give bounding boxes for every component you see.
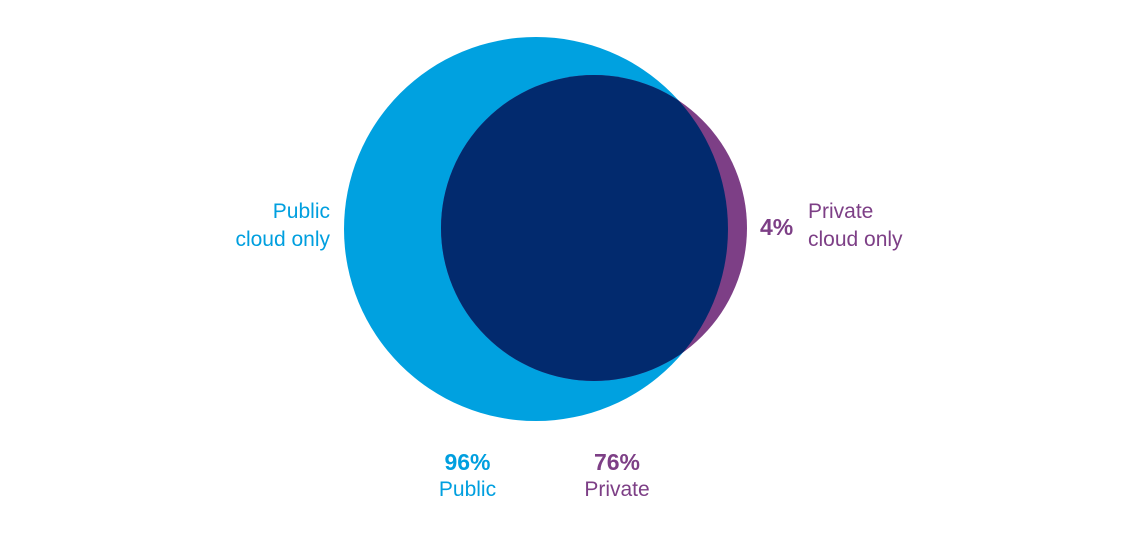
private-total-percent: 76% [593,449,641,475]
private-total-label: 76% Private [567,448,667,504]
private-only-line1: Private [808,200,874,223]
private-cloud-only-percent: 4% [760,214,794,240]
overlap-region [441,75,728,381]
public-total-label: 96% Public [420,448,515,504]
private-only-line2: cloud only [808,228,903,251]
public-only-line2: cloud only [235,228,330,251]
private-total-name: Private [584,478,650,501]
public-total-name: Public [438,478,497,501]
public-cloud-only-label: Public cloud only [235,198,330,254]
public-only-line1: Public [272,200,330,223]
public-total-percent: 96% [444,449,491,475]
private-cloud-only-label: Private cloud only [808,198,903,254]
